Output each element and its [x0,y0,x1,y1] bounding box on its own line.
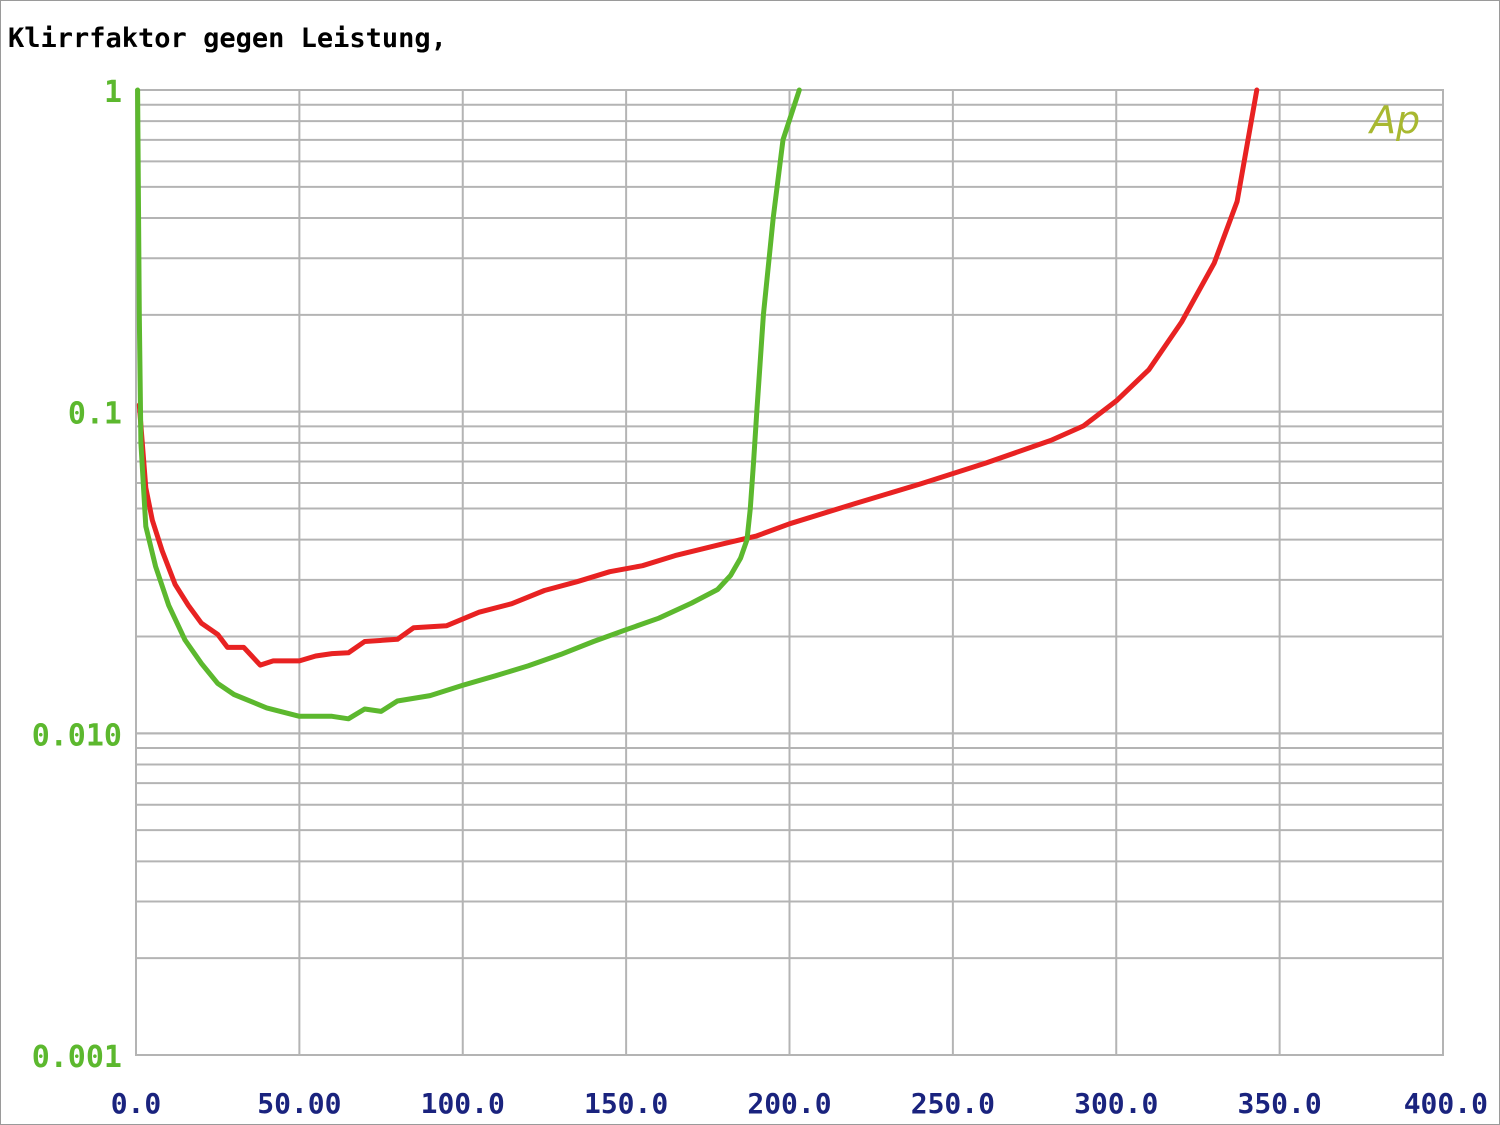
x-tick-label: 50.00 [257,1087,341,1120]
y-tick-label: 0.010 [32,718,122,753]
x-tick-label: 100.0 [421,1087,505,1120]
x-tick-label: 250.0 [911,1087,995,1120]
grid [135,89,1444,1056]
x-axis-ticks: 0.0 50.00 100.0 150.0 200.0 250.0 300.0 350.0 40… [111,1087,1488,1120]
y-tick-label: 0.1 [68,397,122,432]
y-tick-label: 0.001 [32,1040,122,1075]
x-tick-label: 300.0 [1074,1087,1158,1120]
series-line-1 [136,87,1260,668]
series-group [135,87,1260,722]
series-line-2 [135,87,802,722]
x-tick-label: 0.0 [111,1087,162,1120]
chart-title: Klirrfaktor gegen Leistung, [8,23,447,54]
y-axis-ticks: 1 0.1 0.010 0.001 [32,75,122,1075]
x-tick-label: 400.0 [1404,1087,1488,1120]
x-tick-label: 350.0 [1237,1087,1321,1120]
x-tick-label: 200.0 [747,1087,831,1120]
y-tick-label: 1 [104,75,122,110]
ap-annotation: Ap [1367,98,1420,142]
x-tick-label: 150.0 [584,1087,668,1120]
